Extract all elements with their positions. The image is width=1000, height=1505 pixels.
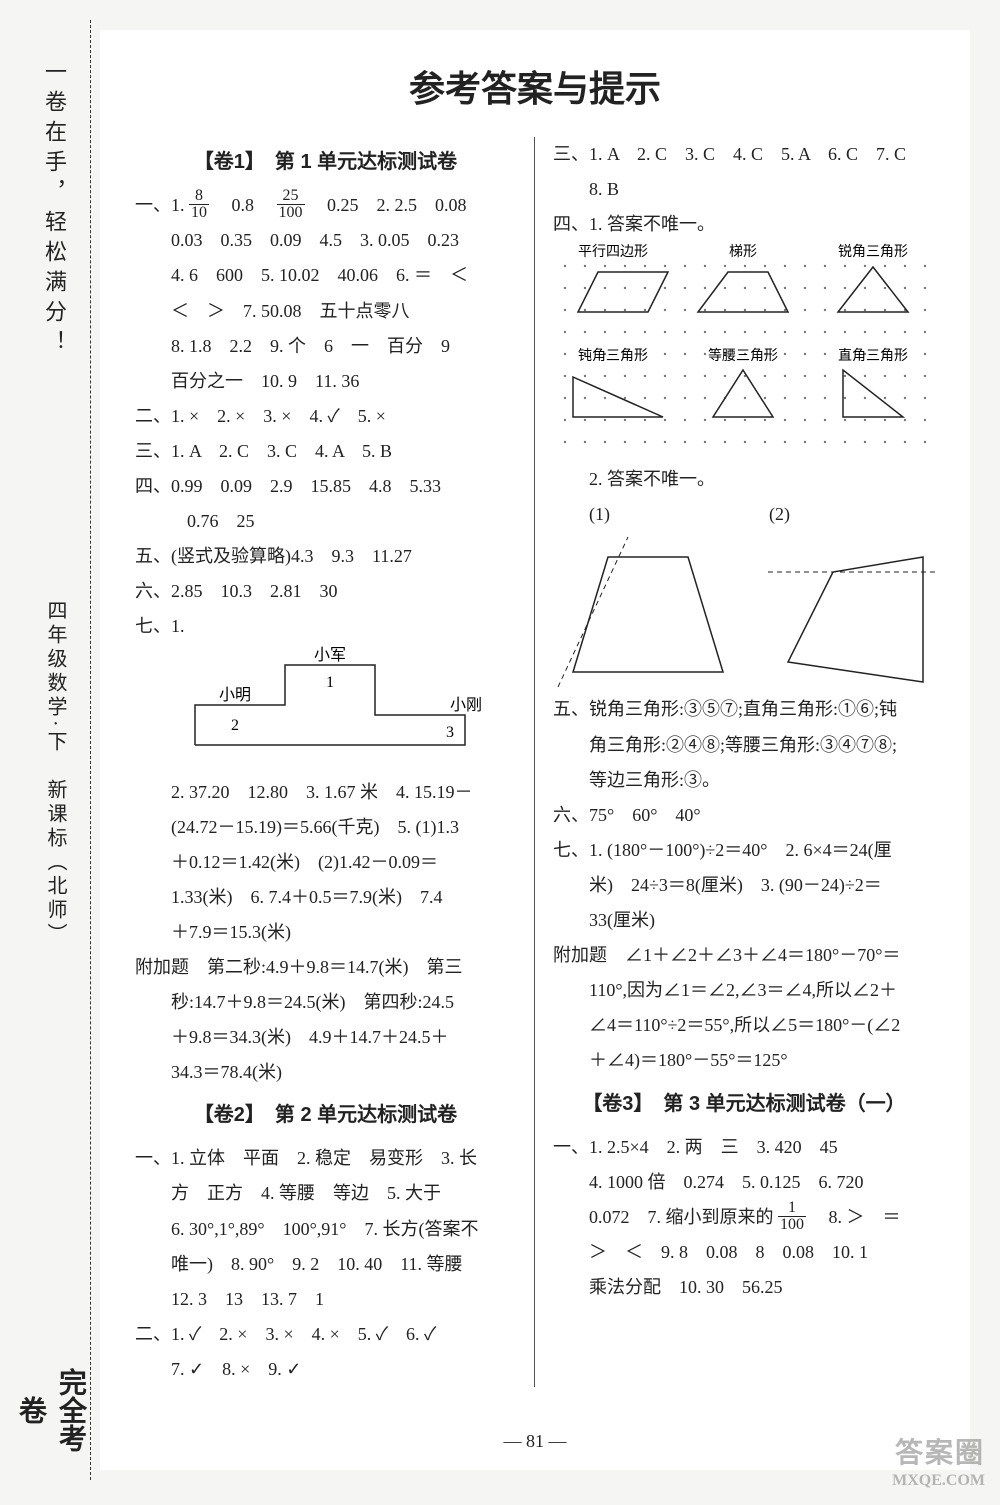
svg-text:小明: 小明: [219, 686, 251, 704]
svg-text:2: 2: [231, 717, 239, 734]
svg-text:小军: 小军: [314, 646, 346, 664]
answer-line: 角三角形:②④⑧;等腰三角形:③④⑦⑧;: [553, 728, 935, 763]
answer-line: 米) 24÷3＝8(厘米) 3. (90－24)÷2＝: [553, 868, 935, 903]
fraction: 810: [189, 188, 209, 221]
text: (2): [769, 504, 790, 524]
svg-text:等腰三角形: 等腰三角形: [708, 347, 778, 364]
text: 一、1.: [135, 195, 185, 215]
spine-slogan: 一卷在手，轻松满分！: [40, 60, 70, 360]
answer-line: ＋∠4)＝180°－55°＝125°: [553, 1043, 935, 1078]
answer-line: 6. 30°,1°,89° 100°,91° 7. 长方(答案不: [135, 1212, 516, 1247]
answer-line: 附加题 ∠1＋∠2＋∠3＋∠4＝180°－70°＝: [553, 938, 935, 973]
binding-line: [90, 20, 91, 1480]
denominator: 10: [189, 205, 209, 221]
answer-line: 六、75° 60° 40°: [553, 798, 935, 833]
page-title: 参考答案与提示: [100, 30, 970, 137]
text: 0.072 7. 缩小到原来的: [589, 1207, 774, 1227]
answer-line: 34.3＝78.4(米): [135, 1055, 516, 1090]
paper2-title: 【卷2】 第 2 单元达标测试卷: [135, 1096, 516, 1135]
step-diagram: 小军 小明 小刚 1 2 3: [175, 645, 495, 775]
answer-line: 等边三角形:③。: [553, 763, 935, 798]
answer-line: 12. 3 13 13. 7 1: [135, 1282, 516, 1317]
answer-line: 七、1. (180°－100°)÷2＝40° 2. 6×4＝24(厘: [553, 833, 935, 868]
numerator: 8: [189, 188, 209, 205]
answer-line: ＋7.9＝15.3(米): [135, 915, 516, 950]
answer-line: 三、1. A 2. C 3. C 4. A 5. B: [135, 434, 516, 469]
numerator: 25: [277, 188, 305, 205]
answer-line: (24.72－15.19)＝5.66(千克) 5. (1)1.3: [135, 810, 516, 845]
watermark-line1: 答案圈: [892, 1437, 985, 1471]
answer-line: 百分之一 10. 9 11. 36: [135, 364, 516, 399]
text: 8. ＞ ＝: [811, 1207, 901, 1227]
svg-text:3: 3: [446, 724, 454, 741]
answer-line: 0.072 7. 缩小到原来的 1100 8. ＞ ＝: [553, 1200, 935, 1235]
answer-line: 4. 6 600 5. 10.02 40.06 6. ＝ ＜: [135, 258, 516, 293]
watermark-line2: MXQE.COM: [892, 1471, 985, 1490]
answer-line: 0.03 0.35 0.09 4.5 3. 0.05 0.23: [135, 223, 516, 258]
paper1-title: 【卷1】 第 1 单元达标测试卷: [135, 143, 516, 182]
paper3-title: 【卷3】 第 3 单元达标测试卷（一）: [553, 1085, 935, 1124]
svg-text:梯形: 梯形: [729, 244, 757, 260]
answer-line: 五、(竖式及验算略)4.3 9.3 11.27: [135, 539, 516, 574]
answer-line: 7. ✓ 8. × 9. ✓: [135, 1352, 516, 1387]
svg-text:钝角三角形: 钝角三角形: [578, 348, 648, 364]
answer-line: 一、1. 2.5×4 2. 两 三 3. 420 45: [553, 1130, 935, 1165]
answer-line: 一、1. 立体 平面 2. 稳定 易变形 3. 长: [135, 1141, 516, 1176]
answer-line: 三、1. A 2. C 3. C 4. C 5. A 6. C 7. C: [553, 137, 935, 172]
spine-book-title: 四年级数学·下 新课标（北师）: [40, 600, 70, 947]
page-container: 参考答案与提示 【卷1】 第 1 单元达标测试卷 一、1. 810 0.8 25…: [100, 30, 970, 1470]
shapes-on-dots: 平行四边形 梯形 锐角三角形 钝角三角形 等腰三角形 直角三角形: [553, 242, 943, 462]
right-column: 三、1. A 2. C 3. C 4. C 5. A 6. C 7. C 8. …: [535, 137, 945, 1387]
answer-line: 1.33(米) 6. 7.4＋0.5＝7.9(米) 7.4: [135, 880, 516, 915]
svg-text:平行四边形: 平行四边形: [578, 244, 648, 260]
svg-text:小刚: 小刚: [450, 696, 482, 714]
answer-line: 七、1.: [135, 609, 516, 644]
page-number: — 81 —: [100, 1431, 970, 1452]
answer-line: 8. B: [553, 172, 935, 207]
spine-badge: 完全考卷: [10, 1355, 90, 1465]
fold-diagram: [553, 532, 943, 692]
answer-line: ∠4＝110°÷2＝55°,所以∠5＝180°－(∠2: [553, 1008, 935, 1043]
text: (1): [589, 504, 610, 524]
answer-line: 一、1. 810 0.8 25100 0.25 2. 2.5 0.08: [135, 188, 516, 223]
text: 0.8: [214, 195, 273, 215]
denominator: 100: [277, 205, 305, 221]
answer-line: 四、0.99 0.09 2.9 15.85 4.8 5.33: [135, 469, 516, 504]
answer-line: ＞ ＜ 9. 8 0.08 8 0.08 10. 1: [553, 1235, 935, 1270]
svg-text:1: 1: [326, 674, 334, 691]
answer-line: 四、1. 答案不唯一。: [553, 207, 935, 242]
answer-line: (1) (2): [553, 497, 935, 532]
answer-line: 0.76 25: [135, 504, 516, 539]
denominator: 100: [778, 1217, 806, 1233]
answer-line: 110°,因为∠1＝∠2,∠3＝∠4,所以∠2＋: [553, 973, 935, 1008]
svg-text:直角三角形: 直角三角形: [838, 347, 908, 364]
svg-text:锐角三角形: 锐角三角形: [838, 244, 908, 260]
left-column: 【卷1】 第 1 单元达标测试卷 一、1. 810 0.8 25100 0.25…: [125, 137, 535, 1387]
watermark: 答案圈 MXQE.COM: [892, 1437, 985, 1490]
answer-line: 33(厘米): [553, 903, 935, 938]
answer-line: ＜ ＞ 7. 50.08 五十点零八: [135, 294, 516, 329]
text: 0.25 2. 2.5 0.08: [309, 195, 467, 215]
answer-line: 方 正方 4. 等腰 等边 5. 大于: [135, 1176, 516, 1211]
answer-line: 二、1. × 2. × 3. × 4. ✓ 5. ×: [135, 399, 516, 434]
numerator: 1: [778, 1200, 806, 1217]
answer-line: 秒:14.7＋9.8＝24.5(米) 第四秒:24.5: [135, 985, 516, 1020]
answer-line: 2. 37.20 12.80 3. 1.67 米 4. 15.19－: [135, 775, 516, 810]
answer-line: ＋0.12＝1.42(米) (2)1.42－0.09＝: [135, 845, 516, 880]
fraction: 1100: [778, 1200, 806, 1233]
content-columns: 【卷1】 第 1 单元达标测试卷 一、1. 810 0.8 25100 0.25…: [100, 137, 970, 1387]
answer-line: 4. 1000 倍 0.274 5. 0.125 6. 720: [553, 1165, 935, 1200]
answer-line: 六、2.85 10.3 2.81 30: [135, 574, 516, 609]
answer-line: 2. 答案不唯一。: [553, 462, 935, 497]
fraction: 25100: [277, 188, 305, 221]
answer-line: 五、锐角三角形:③⑤⑦;直角三角形:①⑥;钝: [553, 692, 935, 727]
answer-line: 附加题 第二秒:4.9＋9.8＝14.7(米) 第三: [135, 950, 516, 985]
answer-line: 唯一) 8. 90° 9. 2 10. 40 11. 等腰: [135, 1247, 516, 1282]
answer-line: 乘法分配 10. 30 56.25: [553, 1270, 935, 1305]
answer-line: ＋9.8＝34.3(米) 4.9＋14.7＋24.5＋: [135, 1020, 516, 1055]
answer-line: 二、1. ✓ 2. × 3. × 4. × 5. ✓ 6. ✓: [135, 1317, 516, 1352]
answer-line: 8. 1.8 2.2 9. 个 6 一 百分 9: [135, 329, 516, 364]
